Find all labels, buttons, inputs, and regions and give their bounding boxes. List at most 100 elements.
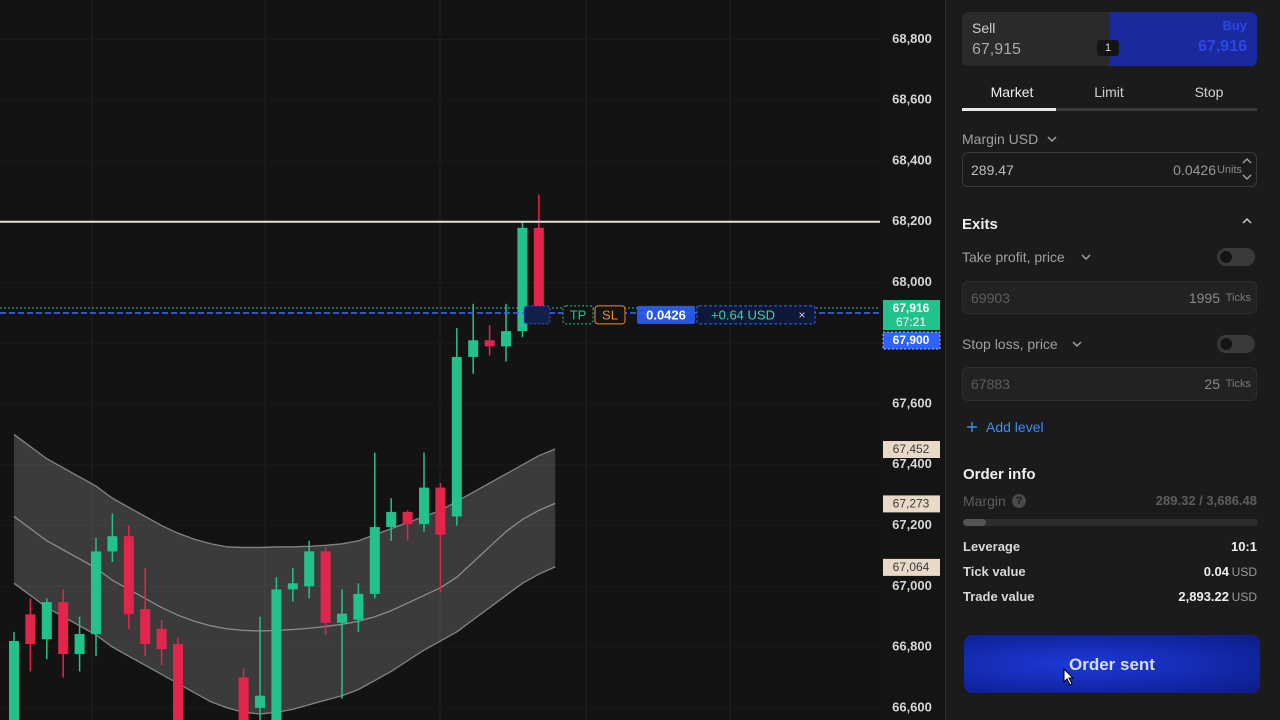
y-tick-label: 66,600	[892, 699, 932, 714]
candle-body	[304, 551, 315, 587]
price-tag	[883, 495, 940, 513]
position-tag	[882, 331, 941, 350]
quantity-box	[637, 305, 695, 324]
take-profit-price: 69903	[971, 290, 1010, 306]
axis-layer: 66,60066,80067,00067,20067,40067,60067,8…	[880, 0, 945, 720]
margin-value: 289.47	[971, 162, 1014, 178]
candle-body	[25, 614, 36, 645]
tp-label: TP	[570, 307, 587, 322]
help-icon[interactable]: ?	[1012, 494, 1026, 508]
cursor	[1063, 668, 1075, 686]
stop-loss-label: Stop loss, price	[962, 336, 1058, 352]
stop-loss-ticks: 25	[1204, 376, 1220, 392]
candle-body	[140, 609, 151, 645]
buy-button[interactable]: Buy 67,916	[1109, 12, 1257, 66]
chevron-down	[1081, 254, 1091, 261]
candle-body	[533, 227, 544, 315]
candle-body	[337, 613, 347, 623]
position-marker	[523, 305, 551, 325]
tab-stop[interactable]: Stop	[1194, 84, 1224, 100]
chevron-down	[1072, 341, 1082, 348]
candle-body	[435, 487, 446, 535]
candle-body	[419, 487, 429, 525]
y-tick-label: 66,800	[892, 639, 932, 654]
y-tick-label: 67,200	[892, 517, 932, 532]
candle-body	[91, 551, 101, 635]
spinner[interactable]	[1242, 156, 1252, 182]
stop-loss-toggle[interactable]	[1217, 335, 1255, 353]
tab-market[interactable]: Market	[990, 84, 1034, 100]
price-chart: TP SL 0.0426 +0.64 USD × 66,600 66,800 67,000 6…	[0, 0, 945, 720]
countdown: 67:21	[896, 315, 926, 329]
order-info-margin-value: 289.32 / 3,686.48	[1155, 493, 1257, 508]
price-tag-label: 67,916	[893, 301, 930, 315]
candle-body	[58, 602, 69, 655]
candle-body	[287, 583, 298, 590]
info-value: 0.04	[1203, 564, 1229, 579]
units-value: 0.0426	[1173, 162, 1216, 178]
info-label: Leverage	[963, 539, 1021, 554]
order-button[interactable]: Order sent	[964, 635, 1260, 693]
order-button-label: Order sent	[1069, 655, 1155, 674]
info-value: 2,893.22	[1178, 589, 1229, 604]
units-label: Units	[1216, 164, 1242, 176]
order-info-margin-label: Margin	[963, 493, 1006, 509]
candle-body	[369, 527, 380, 594]
candle-body	[402, 511, 413, 525]
y-tick-label: 67,400	[892, 456, 932, 471]
price-tag	[883, 300, 940, 331]
order-info-title: Order info	[963, 466, 1036, 483]
exits-title: Exits	[962, 216, 998, 233]
pnl-label: +0.64 USD	[711, 307, 775, 322]
y-tick-label: 67,000	[892, 578, 932, 593]
tab-indicator	[962, 108, 1056, 111]
candle-body	[484, 340, 495, 347]
band-line	[13, 433, 556, 549]
add-level[interactable]: Add level	[986, 419, 1044, 435]
tab-track	[962, 108, 1257, 111]
take-profit-toggle[interactable]	[1217, 248, 1255, 266]
price-tag-label: 67,452	[893, 442, 930, 456]
spread: 1	[1097, 40, 1119, 56]
quantity-label: 0.0426	[646, 307, 686, 322]
margin-bar-fill	[963, 519, 986, 526]
info-label: Trade value	[963, 589, 1035, 604]
candle-body	[9, 641, 19, 720]
candle-body	[255, 695, 265, 708]
tp-button	[562, 305, 594, 325]
chevron-down	[1047, 136, 1057, 143]
chevron-up[interactable]	[1241, 216, 1253, 226]
tab-limit[interactable]: Limit	[1094, 84, 1124, 100]
y-tick-label: 68,000	[892, 274, 932, 289]
candle-body	[517, 227, 528, 332]
candle-body	[74, 634, 85, 655]
stop-loss-price: 67883	[971, 376, 1010, 392]
candle-body	[238, 677, 249, 720]
candle-body	[501, 331, 511, 347]
margin-input[interactable]: 289.47 0.0426 Units	[962, 152, 1257, 187]
plus-icon	[967, 422, 977, 432]
price-tag	[883, 558, 940, 576]
candle-body	[451, 356, 462, 517]
sell-button[interactable]: Sell 67,915	[962, 12, 1109, 66]
margin-label[interactable]: Margin USD	[962, 131, 1039, 147]
band-line	[13, 502, 556, 632]
info-label: Tick value	[963, 564, 1026, 579]
info-value: 10:1	[1230, 539, 1257, 554]
stop-loss-input[interactable]: 67883 25 Ticks	[962, 367, 1257, 401]
band-line	[13, 566, 556, 715]
order-panel: Sell 67,915 Buy 67,916 1 Market Limit St…	[945, 0, 1280, 720]
ticks-label: Ticks	[1225, 378, 1251, 390]
candle-body	[41, 602, 52, 640]
line-layer: TP SL 0.0426 +0.64 USD ×	[0, 220, 880, 325]
close-position[interactable]: ×	[798, 308, 805, 322]
candle-body	[468, 340, 479, 357]
sell-label: Sell	[972, 20, 996, 36]
take-profit-input[interactable]: 69903 1995 Ticks	[962, 281, 1257, 314]
price-tag	[883, 441, 940, 459]
sell-price: 67,915	[972, 41, 1021, 58]
position-tag-label: 67,900	[893, 333, 930, 347]
buy-label: Buy	[1222, 18, 1247, 33]
y-tick-label: 68,400	[892, 152, 932, 167]
